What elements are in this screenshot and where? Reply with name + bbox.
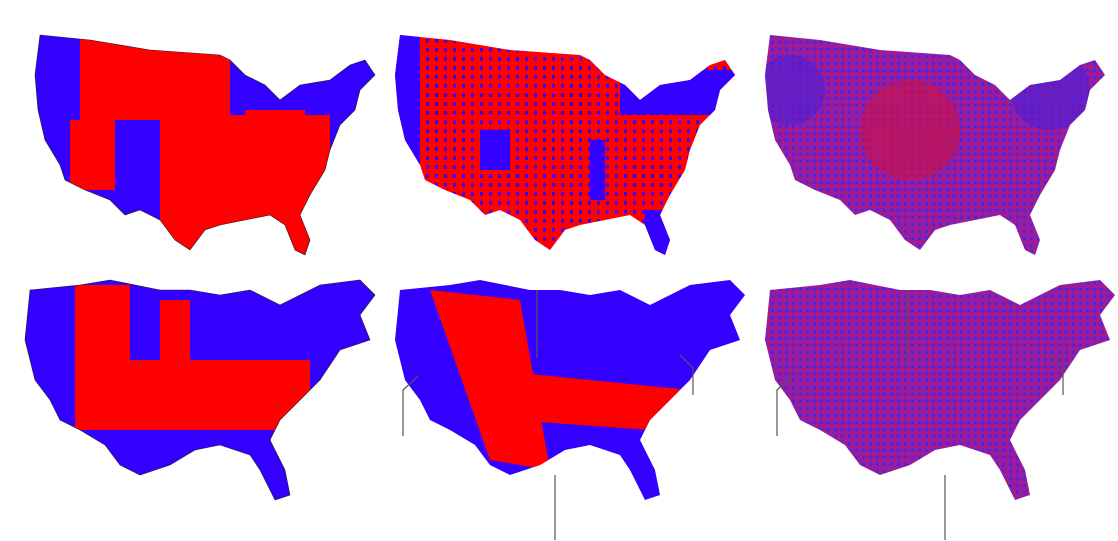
- state-cartogram: [24, 279, 376, 501]
- state-map: [34, 34, 376, 256]
- purple-map: [765, 35, 1105, 255]
- county-map: [395, 35, 735, 255]
- county-cartogram: [395, 280, 745, 500]
- leader-lines: [402, 290, 1064, 540]
